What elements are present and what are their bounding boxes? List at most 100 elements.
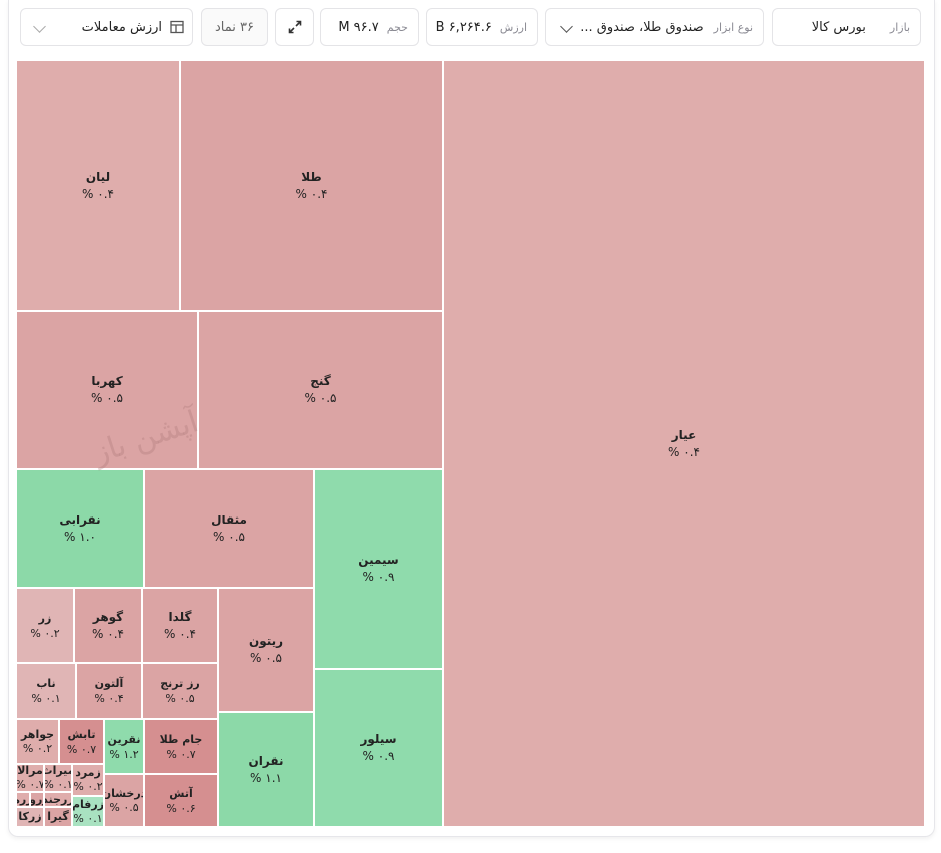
tile-symbol: زره xyxy=(17,792,29,806)
expand-arrows-icon xyxy=(288,20,301,34)
tile-change: ۰.۵ % xyxy=(109,800,139,814)
tile-symbol: نقرابی xyxy=(59,512,101,527)
tile-change: ۱.۱ % xyxy=(250,770,282,785)
tile-change: ۰.۵ % xyxy=(304,391,337,405)
treemap-tile[interactable]: زرجند xyxy=(44,792,72,807)
treemap-tile[interactable]: زرکا xyxy=(16,807,44,827)
treemap-tile[interactable]: رز ترنج ۰.۵ % xyxy=(142,663,218,719)
tile-change: ۰.۲ % xyxy=(73,780,103,793)
tile-change: ۰.۴ % xyxy=(94,692,124,705)
treemap-tile[interactable]: نقرابی ۱.۰ % xyxy=(16,469,144,588)
treemap-tile[interactable]: نقران ۱.۱ % xyxy=(218,712,314,827)
tile-symbol: ناب xyxy=(36,677,56,690)
tile-change: ۰.۱ % xyxy=(31,692,61,705)
tile-symbol: زرکا xyxy=(18,810,42,823)
tile-symbol: آتش xyxy=(169,786,193,800)
treemap-tile[interactable]: جام طلا ۰.۷ % xyxy=(144,719,218,774)
tile-change: ۰.۵ % xyxy=(91,391,123,405)
tile-symbol: لیان xyxy=(85,169,111,184)
tile-symbol: گوهر xyxy=(92,609,124,624)
treemap-tile[interactable]: نقرین ۱.۲ % xyxy=(104,719,144,774)
tile-symbol: ریتون xyxy=(248,634,284,648)
treemap-tile[interactable]: عیار ۰.۴ % xyxy=(443,60,925,827)
tile-change: ۱.۲ % xyxy=(109,747,139,761)
tile-symbol: سیمین xyxy=(358,553,399,567)
instrument-type-label: نوع ابزار xyxy=(713,20,753,34)
treemap-tile[interactable]: ریتون ۰.۵ % xyxy=(218,588,314,712)
treemap-tile[interactable]: زره xyxy=(16,792,30,807)
chevron-down-icon xyxy=(560,19,573,35)
tile-change: ۰.۷ % xyxy=(166,747,196,761)
treemap-tile[interactable]: زر ۰.۲ % xyxy=(16,588,74,663)
tile-change: ۰.۴ % xyxy=(82,186,114,201)
expand-button[interactable] xyxy=(275,8,314,46)
tile-change: ۰.۶ % xyxy=(166,801,196,815)
treemap-tile[interactable]: ناب ۰.۱ % xyxy=(16,663,76,719)
layout-icon xyxy=(170,20,184,34)
treemap-tile[interactable]: آتش ۰.۶ % xyxy=(144,774,218,827)
tile-symbol: عیار xyxy=(671,427,697,442)
instrument-type-select[interactable]: نوع ابزار صندوق طلا، صندوق ... xyxy=(545,8,764,46)
treemap-tile[interactable]: تابش ۰.۷ % xyxy=(59,719,104,764)
chevron-down-icon xyxy=(33,19,46,35)
tile-symbol: نقرین xyxy=(107,732,141,746)
treemap-tile[interactable]: مرالا ۰.۷ % xyxy=(16,764,44,792)
treemap-tile[interactable]: سیمین ۰.۹ % xyxy=(314,469,443,669)
volume-amount: ۹۶.۷ M xyxy=(338,19,379,35)
market-field[interactable]: بازار بورس کالا xyxy=(772,8,921,46)
treemap-tile[interactable]: زمرد ۰.۲ % xyxy=(72,764,104,796)
treemap-tile[interactable]: زروا xyxy=(30,792,44,807)
market-label: بازار xyxy=(889,20,910,34)
treemap-tile[interactable]: گیرا xyxy=(44,807,72,827)
tile-change: ۰.۵ % xyxy=(250,651,282,665)
treemap-tile[interactable]: درخشان ۰.۵ % xyxy=(104,774,144,827)
volume-label: حجم xyxy=(386,20,408,34)
tile-symbol: تابش xyxy=(67,727,96,741)
value-label: ارزش xyxy=(499,20,527,34)
treemap-tile[interactable]: میراث ۰.۱ % xyxy=(44,764,72,792)
tile-change: ۰.۵ % xyxy=(213,529,245,544)
metric-select[interactable]: ارزش معاملات xyxy=(20,8,193,46)
treemap-tile[interactable]: سیلور ۰.۹ % xyxy=(314,669,443,827)
tile-symbol: میراث xyxy=(45,764,71,777)
tile-symbol: کهربا xyxy=(91,374,123,388)
treemap-tile[interactable]: گوهر ۰.۴ % xyxy=(74,588,142,663)
tile-symbol: زروا xyxy=(31,792,43,806)
tile-symbol: گنج xyxy=(310,374,331,388)
tile-symbol: درخشان xyxy=(104,786,143,800)
tile-change: ۰.۴ % xyxy=(92,626,124,641)
toolbar: بازار بورس کالا نوع ابزار صندوق طلا، صند… xyxy=(20,8,921,48)
symbols-count: ۳۶ نماد xyxy=(201,8,268,46)
treemap-tile[interactable]: طلا ۰.۴ % xyxy=(180,60,443,311)
value-amount: ۶,۲۶۴.۶ B xyxy=(435,19,492,35)
tile-symbol: نقران xyxy=(248,753,284,768)
tile-change: ۰.۱ % xyxy=(44,778,72,791)
tile-change: ۰.۹ % xyxy=(362,570,395,584)
market-value: بورس کالا xyxy=(811,19,866,35)
tile-symbol: سیلور xyxy=(360,732,397,746)
treemap-tile[interactable]: زرفام ۰.۱ % xyxy=(72,796,104,827)
tile-symbol: زرجند xyxy=(44,792,71,806)
tile-symbol: جواهر xyxy=(20,727,55,741)
tile-change: ۰.۲ % xyxy=(22,741,53,755)
treemap-tile[interactable]: گلدا ۰.۴ % xyxy=(142,588,218,663)
treemap-tile[interactable]: مثقال ۰.۵ % xyxy=(144,469,314,588)
volume-field: حجم ۹۶.۷ M xyxy=(320,8,419,46)
tile-symbol: زرفام xyxy=(72,797,104,811)
tile-change: ۰.۹ % xyxy=(362,749,395,763)
tile-change: ۰.۴ % xyxy=(164,626,196,641)
tile-change: ۰.۵ % xyxy=(165,692,195,705)
treemap-tile[interactable]: آلتون ۰.۴ % xyxy=(76,663,142,719)
instrument-type-value: صندوق طلا، صندوق ... xyxy=(580,19,704,35)
tile-symbol: گیرا xyxy=(47,810,69,823)
tile-change: ۰.۴ % xyxy=(668,444,700,459)
tile-change: ۰.۲ % xyxy=(30,626,60,640)
treemap-tile[interactable]: جواهر ۰.۲ % xyxy=(16,719,59,764)
treemap-tile[interactable]: گنج ۰.۵ % xyxy=(198,311,443,469)
tile-change: ۰.۱ % xyxy=(73,811,103,825)
tile-change: ۰.۷ % xyxy=(16,778,44,791)
treemap-tile[interactable]: کهربا ۰.۵ % xyxy=(16,311,198,469)
tile-change: ۰.۴ % xyxy=(295,186,328,201)
tile-symbol: رز ترنج xyxy=(160,677,200,690)
treemap-tile[interactable]: لیان ۰.۴ % xyxy=(16,60,180,311)
